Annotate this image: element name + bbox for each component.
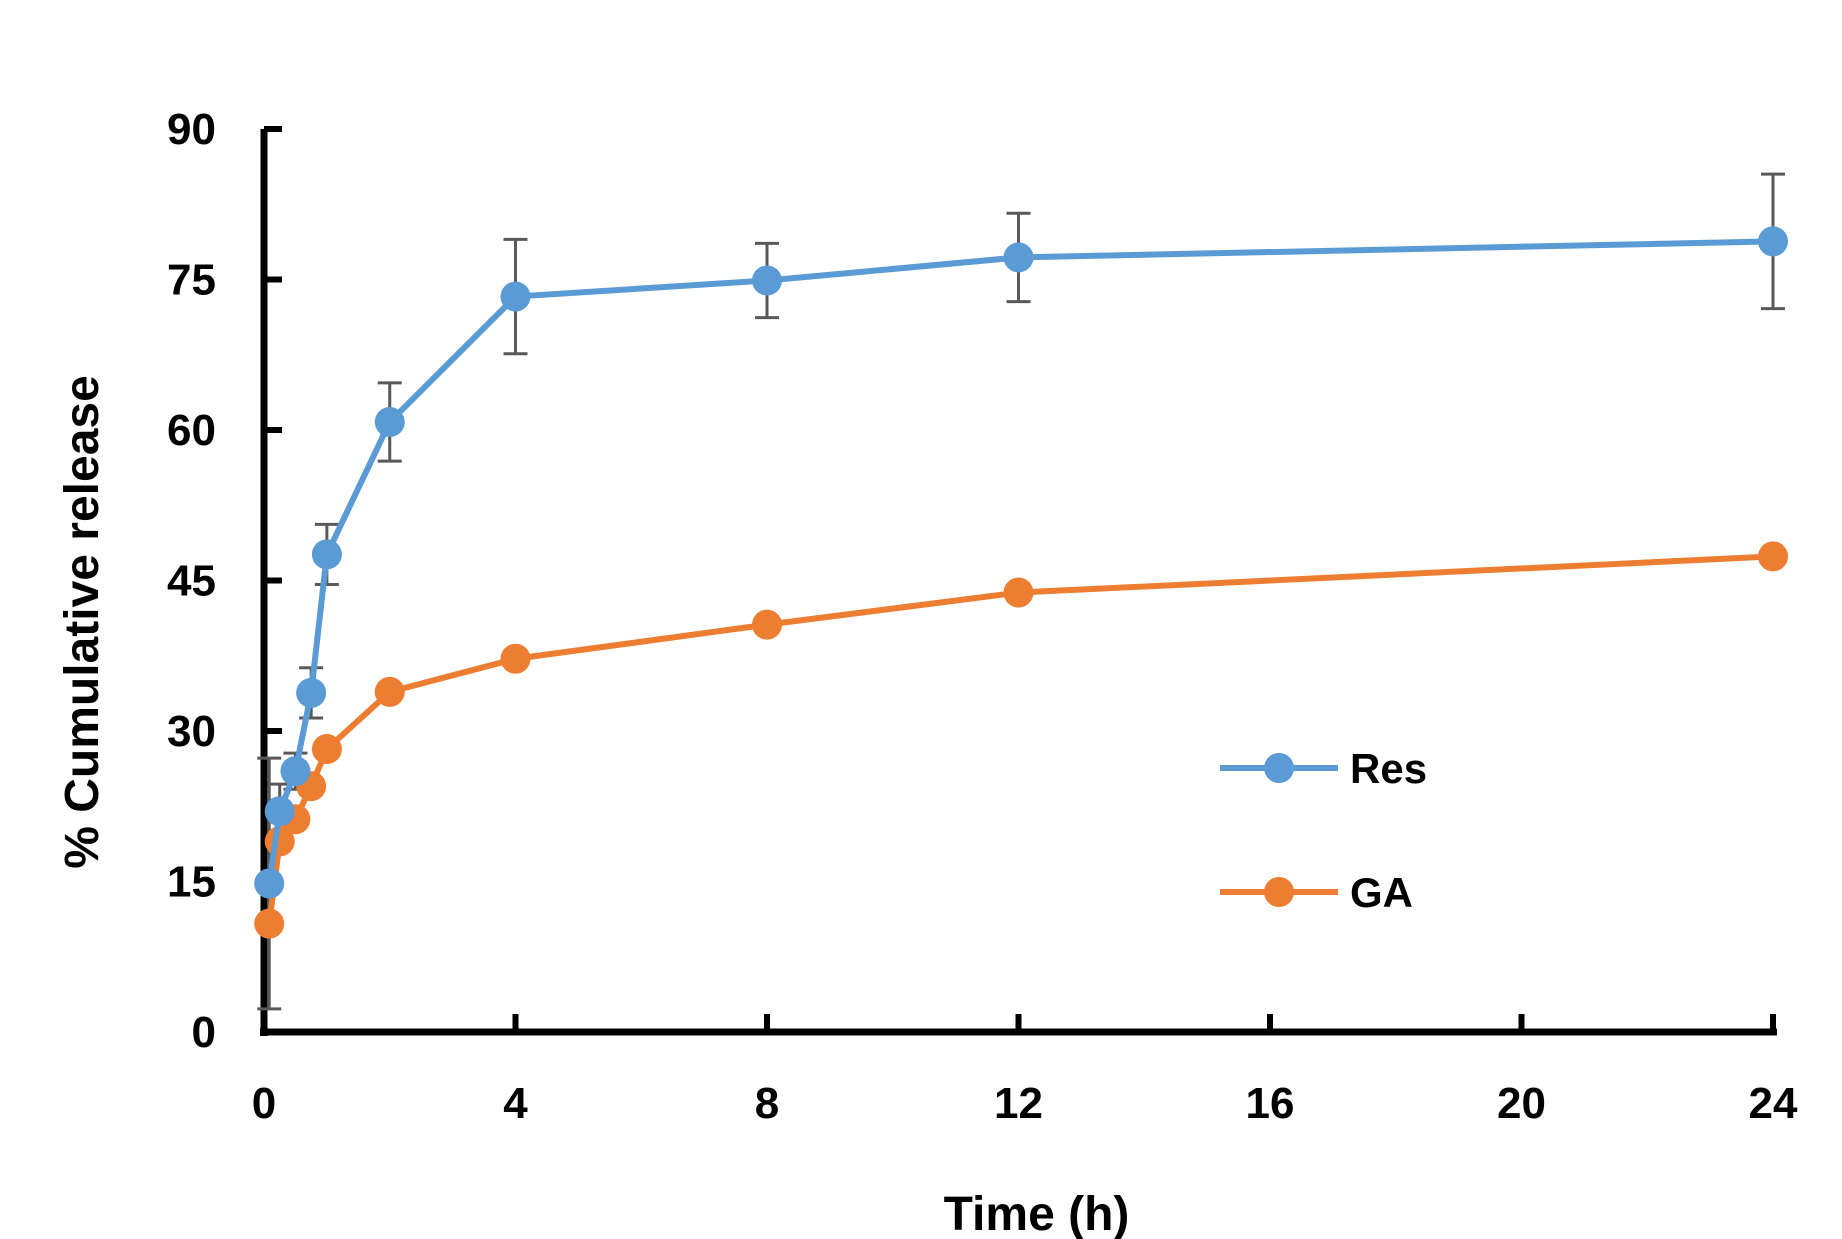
x-ticks: 0 4 8 12 16 20 24 [252,1014,1798,1128]
data-point-res [264,796,295,827]
y-tick-label: 60 [167,406,216,455]
error-bars [257,172,1785,1011]
y-tick-label: 75 [167,256,216,305]
data-point-res [254,868,285,899]
y-axis-title: % Cumulative release [56,375,109,869]
data-point-ga [374,676,405,707]
data-point-res [280,756,311,787]
data-point-res [752,265,782,296]
x-tick-label: 12 [994,1079,1043,1128]
series-line-ga [266,553,1774,925]
data-point-ga [500,643,531,674]
data-point-res [1758,226,1788,257]
y-tick-label: 30 [167,707,216,756]
data-point-ga [254,908,285,939]
series-layer [254,226,1788,939]
y-ticks: 0 15 30 45 60 75 90 [167,105,282,1057]
data-point-ga [752,609,782,640]
x-tick-label: 20 [1497,1079,1546,1128]
data-point-ga [311,734,342,765]
series-line-res [266,238,1774,884]
y-tick-label: 0 [192,1008,216,1057]
legend-marker-res [1264,753,1294,783]
y-tick-label: 45 [167,557,216,606]
legend-marker-ga [1264,877,1294,907]
x-tick-label: 24 [1749,1079,1798,1128]
x-tick-label: 8 [755,1079,779,1128]
legend-label-ga: GA [1350,869,1413,916]
data-point-res [374,406,405,437]
data-point-ga [1003,577,1034,608]
x-tick-label: 16 [1246,1079,1295,1128]
data-point-ga [1758,541,1788,572]
x-axis-title: Time (h) [944,1188,1130,1239]
data-point-res [296,677,327,708]
y-tick-label: 90 [167,105,216,154]
x-tick-label: 0 [252,1079,276,1128]
legend-label-res: Res [1350,745,1427,792]
x-tick-label: 4 [503,1079,528,1128]
legend: Res GA [1220,745,1427,916]
data-point-res [1003,242,1034,273]
data-point-res [311,539,342,570]
y-tick-label: 15 [167,858,216,907]
data-point-res [500,281,531,312]
